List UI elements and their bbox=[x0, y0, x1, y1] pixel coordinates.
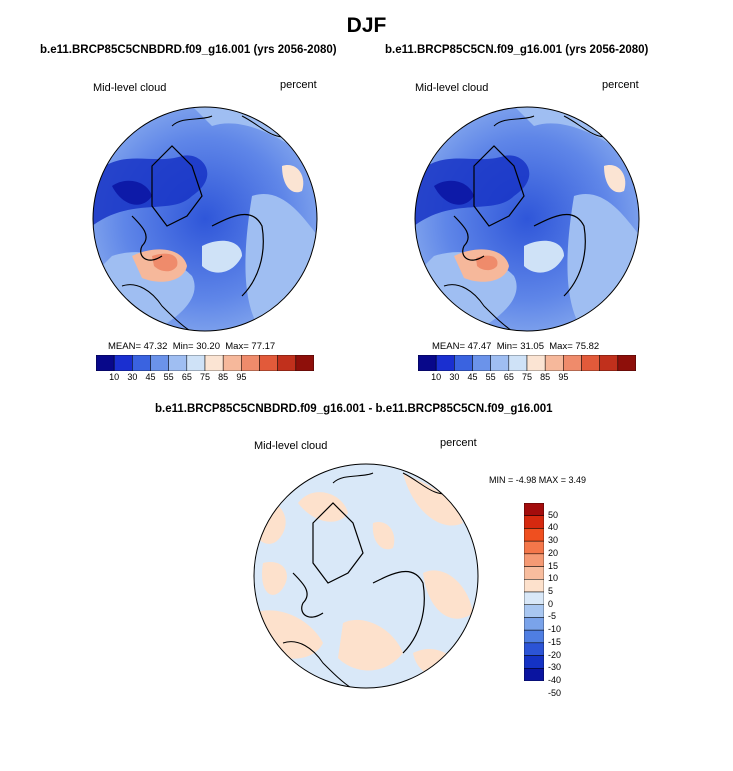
panel1-stats: MEAN= 47.32 Min= 30.20 Max= 77.17 bbox=[108, 341, 276, 352]
colorbar-box bbox=[524, 515, 544, 529]
colorbar-box bbox=[524, 553, 544, 567]
colorbar-box bbox=[524, 503, 544, 516]
colorbar-box bbox=[168, 355, 188, 371]
colorbar-tick-label: -20 bbox=[548, 649, 562, 660]
colorbar-box bbox=[563, 355, 582, 371]
colorbar-box bbox=[277, 355, 297, 371]
panel2-title: b.e11.BRCP85C5CN.f09_g16.001 (yrs 2056-2… bbox=[385, 44, 649, 56]
figure-title: DJF bbox=[346, 14, 387, 37]
colorbar-tick-label: 75 bbox=[521, 372, 532, 382]
panel2-stats: MEAN= 47.47 Min= 31.05 Max= 75.82 bbox=[432, 341, 600, 352]
colorbar-tick-label: 15 bbox=[548, 560, 559, 571]
colorbar-box bbox=[524, 668, 544, 681]
panel1-units-label: percent bbox=[280, 79, 317, 91]
panel1-title: b.e11.BRCP85C5CNBDRD.f09_g16.001 (yrs 20… bbox=[40, 44, 337, 56]
colorbar-tick-label: 65 bbox=[503, 372, 514, 382]
colorbar-box bbox=[581, 355, 600, 371]
colorbar-box bbox=[524, 591, 544, 605]
colorbar-tick-label: 10 bbox=[548, 573, 559, 584]
colorbar-tick-label: 45 bbox=[467, 372, 478, 382]
colorbar-tick-label: 55 bbox=[485, 372, 496, 382]
colorbar-box bbox=[524, 540, 544, 555]
colorbar-tick-label: -10 bbox=[548, 624, 562, 635]
colorbar-tick-label: 50 bbox=[548, 509, 559, 520]
colorbar-box bbox=[524, 566, 544, 580]
colorbar-tick-label: -15 bbox=[548, 636, 562, 647]
colorbar-box bbox=[204, 355, 224, 371]
panel1-polar-map bbox=[92, 106, 318, 332]
colorbar-box bbox=[524, 655, 544, 669]
colorbar-box bbox=[508, 355, 528, 371]
panel3-colorbar-labels: 50 40 30 20 15 10 5 0 -5 -10 -15 -20 -30 -40 -50 bbox=[548, 503, 578, 698]
colorbar-box bbox=[524, 642, 544, 656]
colorbar-box bbox=[241, 355, 260, 371]
colorbar-box bbox=[132, 355, 151, 371]
colorbar-box bbox=[295, 355, 314, 371]
colorbar-tick-label: 95 bbox=[558, 372, 569, 382]
panel3-polar-map bbox=[253, 463, 479, 689]
panel3-units-label: percent bbox=[440, 437, 477, 449]
panel1-colorbar-labels: 10 30 45 55 65 75 85 95 bbox=[96, 372, 314, 384]
colorbar-tick-label: 0 bbox=[548, 598, 554, 609]
panel1-colorbar bbox=[96, 355, 314, 371]
colorbar-tick-label: 45 bbox=[145, 372, 156, 382]
colorbar-box bbox=[524, 604, 544, 618]
colorbar-tick-label: 10 bbox=[109, 372, 120, 382]
colorbar-box bbox=[472, 355, 491, 371]
colorbar-tick-label: 30 bbox=[127, 372, 138, 382]
panel2-field-label: Mid-level cloud bbox=[415, 82, 489, 94]
colorbar-box bbox=[524, 629, 544, 644]
panel3-title: b.e11.BRCP85C5CNBDRD.f09_g16.001 - b.e11… bbox=[155, 403, 553, 415]
panel3-minmax: MIN = -4.98 MAX = 3.49 bbox=[489, 475, 587, 485]
colorbar-tick-label: 30 bbox=[449, 372, 460, 382]
colorbar-box bbox=[454, 355, 473, 371]
colorbar-tick-label: 75 bbox=[199, 372, 210, 382]
colorbar-tick-label: 85 bbox=[218, 372, 229, 382]
colorbar-box bbox=[617, 355, 636, 371]
colorbar-tick-label: 5 bbox=[548, 586, 554, 596]
colorbar-tick-label: 20 bbox=[548, 547, 559, 558]
panel1-field-label: Mid-level cloud bbox=[93, 82, 167, 94]
colorbar-tick-label: 65 bbox=[181, 372, 192, 382]
colorbar-tick-label: -30 bbox=[548, 662, 562, 673]
panel2-units-label: percent bbox=[602, 79, 639, 91]
colorbar-tick-label: -40 bbox=[548, 675, 562, 685]
colorbar-box bbox=[524, 579, 544, 593]
panel3-field-label: Mid-level cloud bbox=[254, 440, 328, 452]
colorbar-tick-label: 85 bbox=[540, 372, 551, 382]
colorbar-box bbox=[418, 355, 437, 371]
colorbar-tick-label: 30 bbox=[548, 535, 559, 546]
colorbar-box bbox=[526, 355, 546, 371]
panel3-colorbar bbox=[524, 503, 544, 681]
colorbar-tick-label: 95 bbox=[236, 372, 247, 382]
colorbar-box bbox=[524, 528, 544, 542]
colorbar-box bbox=[96, 355, 115, 371]
colorbar-tick-label: 40 bbox=[548, 522, 559, 533]
colorbar-tick-label: 55 bbox=[163, 372, 174, 382]
panel2-colorbar-labels: 10 30 45 55 65 75 85 95 bbox=[418, 372, 636, 384]
colorbar-tick-label: 10 bbox=[431, 372, 442, 382]
colorbar-box bbox=[524, 617, 544, 631]
colorbar-box bbox=[435, 355, 455, 371]
colorbar-tick-label: -50 bbox=[548, 687, 562, 698]
colorbar-box bbox=[186, 355, 206, 371]
colorbar-box bbox=[490, 355, 510, 371]
colorbar-box bbox=[544, 355, 564, 371]
colorbar-box bbox=[259, 355, 278, 371]
colorbar-box bbox=[113, 355, 133, 371]
colorbar-box bbox=[150, 355, 169, 371]
panel2-polar-map bbox=[414, 106, 640, 332]
colorbar-box bbox=[222, 355, 242, 371]
colorbar-box bbox=[599, 355, 619, 371]
colorbar-tick-label: -5 bbox=[548, 611, 557, 622]
panel2-colorbar bbox=[418, 355, 636, 371]
